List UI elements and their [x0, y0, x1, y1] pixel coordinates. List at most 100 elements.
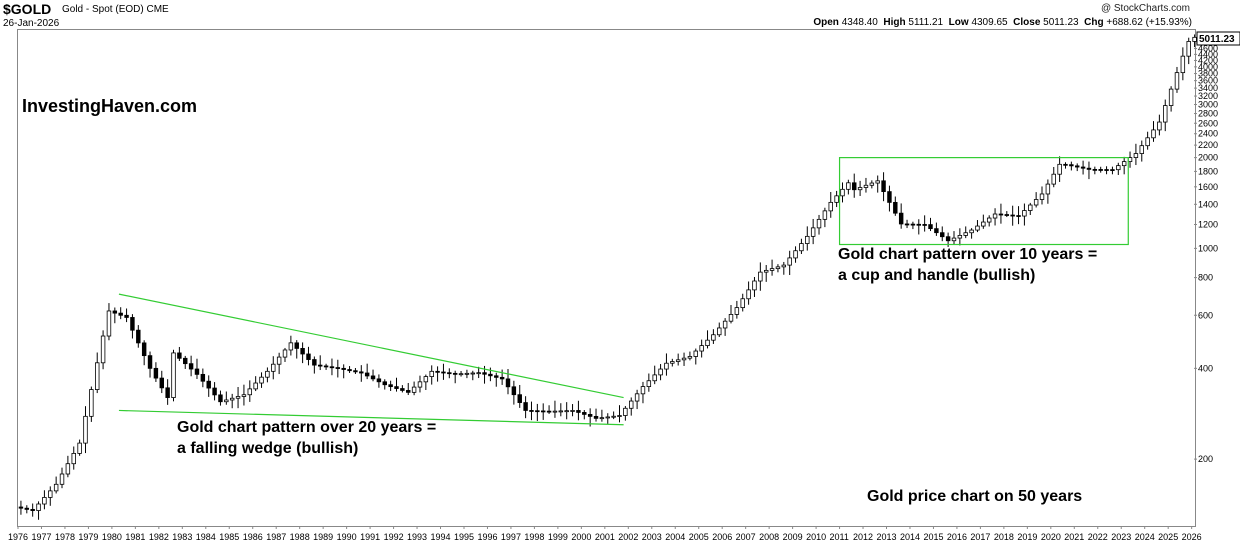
x-tick-label: 1982: [149, 532, 169, 542]
candle-body: [130, 317, 135, 331]
candle: [857, 180, 863, 196]
candle-body: [869, 182, 875, 186]
candle-body: [822, 210, 828, 220]
y-tick-label: 1800: [1198, 166, 1218, 176]
y-tick-label: 2600: [1198, 118, 1218, 128]
candle-body: [282, 349, 288, 358]
candle-body: [470, 372, 476, 375]
candle: [423, 374, 429, 390]
wedge-upper-line: [118, 293, 624, 399]
candle: [470, 370, 476, 381]
candle: [42, 490, 47, 510]
candle-body: [36, 503, 41, 511]
candle: [341, 364, 346, 379]
chg-value: +688.62 (+15.93%): [1106, 17, 1192, 28]
candle: [957, 228, 963, 246]
x-tick-label: 1979: [78, 532, 98, 542]
candle-body: [511, 386, 517, 396]
candle-body: [629, 400, 634, 409]
candle: [916, 219, 921, 235]
candle-body: [758, 271, 763, 282]
candle-body: [235, 396, 241, 399]
candle-body: [763, 269, 769, 273]
candle: [875, 175, 880, 193]
candle: [1174, 66, 1180, 93]
candle: [611, 411, 616, 420]
candle-body: [775, 266, 781, 270]
candle-body: [863, 184, 869, 188]
candle: [969, 228, 974, 239]
x-tick-label: 2025: [1158, 532, 1178, 542]
candle: [435, 366, 440, 382]
candle-body: [834, 195, 839, 203]
candle: [276, 352, 282, 375]
candle-body: [1028, 204, 1033, 211]
candle: [840, 182, 845, 203]
candle: [411, 381, 417, 396]
x-tick-label: 2021: [1064, 532, 1084, 542]
candle-body: [271, 363, 276, 372]
candle: [740, 293, 745, 312]
candle-body: [846, 182, 851, 190]
candle-body: [781, 264, 787, 268]
open-value: 4348.40: [841, 17, 878, 28]
x-tick-label: 2014: [900, 532, 920, 542]
candle-body: [335, 367, 341, 369]
candle: [1104, 166, 1109, 175]
candle: [253, 376, 258, 392]
candle: [112, 307, 118, 324]
x-tick-label: 2018: [994, 532, 1014, 542]
candle: [1033, 192, 1039, 208]
x-tick-label: 1993: [407, 532, 427, 542]
candle: [183, 355, 188, 369]
candle-body: [1168, 88, 1174, 106]
cup-annotation-line2: a cup and handle (bullish): [838, 267, 1035, 284]
candle-body: [42, 497, 47, 505]
candle-body: [717, 327, 722, 336]
x-tick-label: 1985: [219, 532, 239, 542]
candle-body: [177, 352, 182, 359]
candle: [95, 352, 100, 394]
candle: [570, 404, 575, 417]
candle: [1116, 162, 1121, 175]
high-label: High: [883, 17, 906, 28]
candle: [24, 505, 30, 514]
candle: [1080, 160, 1086, 175]
candle-body: [452, 372, 458, 375]
candle-body: [670, 361, 675, 364]
candle-body: [963, 232, 968, 236]
candle-body: [476, 372, 481, 375]
candle-body: [265, 370, 270, 378]
candle: [1039, 186, 1045, 205]
candle: [758, 262, 763, 291]
candle: [359, 365, 364, 382]
candle-body: [218, 394, 223, 403]
candle-body: [112, 310, 118, 314]
candle-body: [458, 373, 464, 376]
candle-body: [183, 357, 188, 365]
candle: [605, 413, 610, 424]
candle: [159, 370, 164, 394]
candle: [259, 372, 264, 388]
x-tick-label: 1992: [384, 532, 404, 542]
x-tick-label: 2026: [1182, 532, 1202, 542]
candle: [810, 218, 816, 245]
x-tick-label: 1995: [454, 532, 474, 542]
x-tick-label: 2015: [923, 532, 943, 542]
candle: [65, 455, 71, 478]
symbol-title: $GOLD: [3, 1, 52, 17]
candle-body: [212, 387, 217, 396]
candle-body: [992, 213, 998, 219]
candle-body: [147, 355, 153, 369]
candle: [793, 246, 798, 263]
candle: [317, 355, 323, 371]
candle: [904, 219, 910, 229]
candle-body: [699, 345, 704, 352]
candle-body: [464, 372, 470, 375]
candle: [623, 406, 628, 421]
y-tick-label: 200: [1198, 454, 1213, 464]
chart-date: 26-Jan-2026: [3, 18, 60, 29]
candle: [77, 439, 82, 456]
candle: [640, 381, 646, 404]
